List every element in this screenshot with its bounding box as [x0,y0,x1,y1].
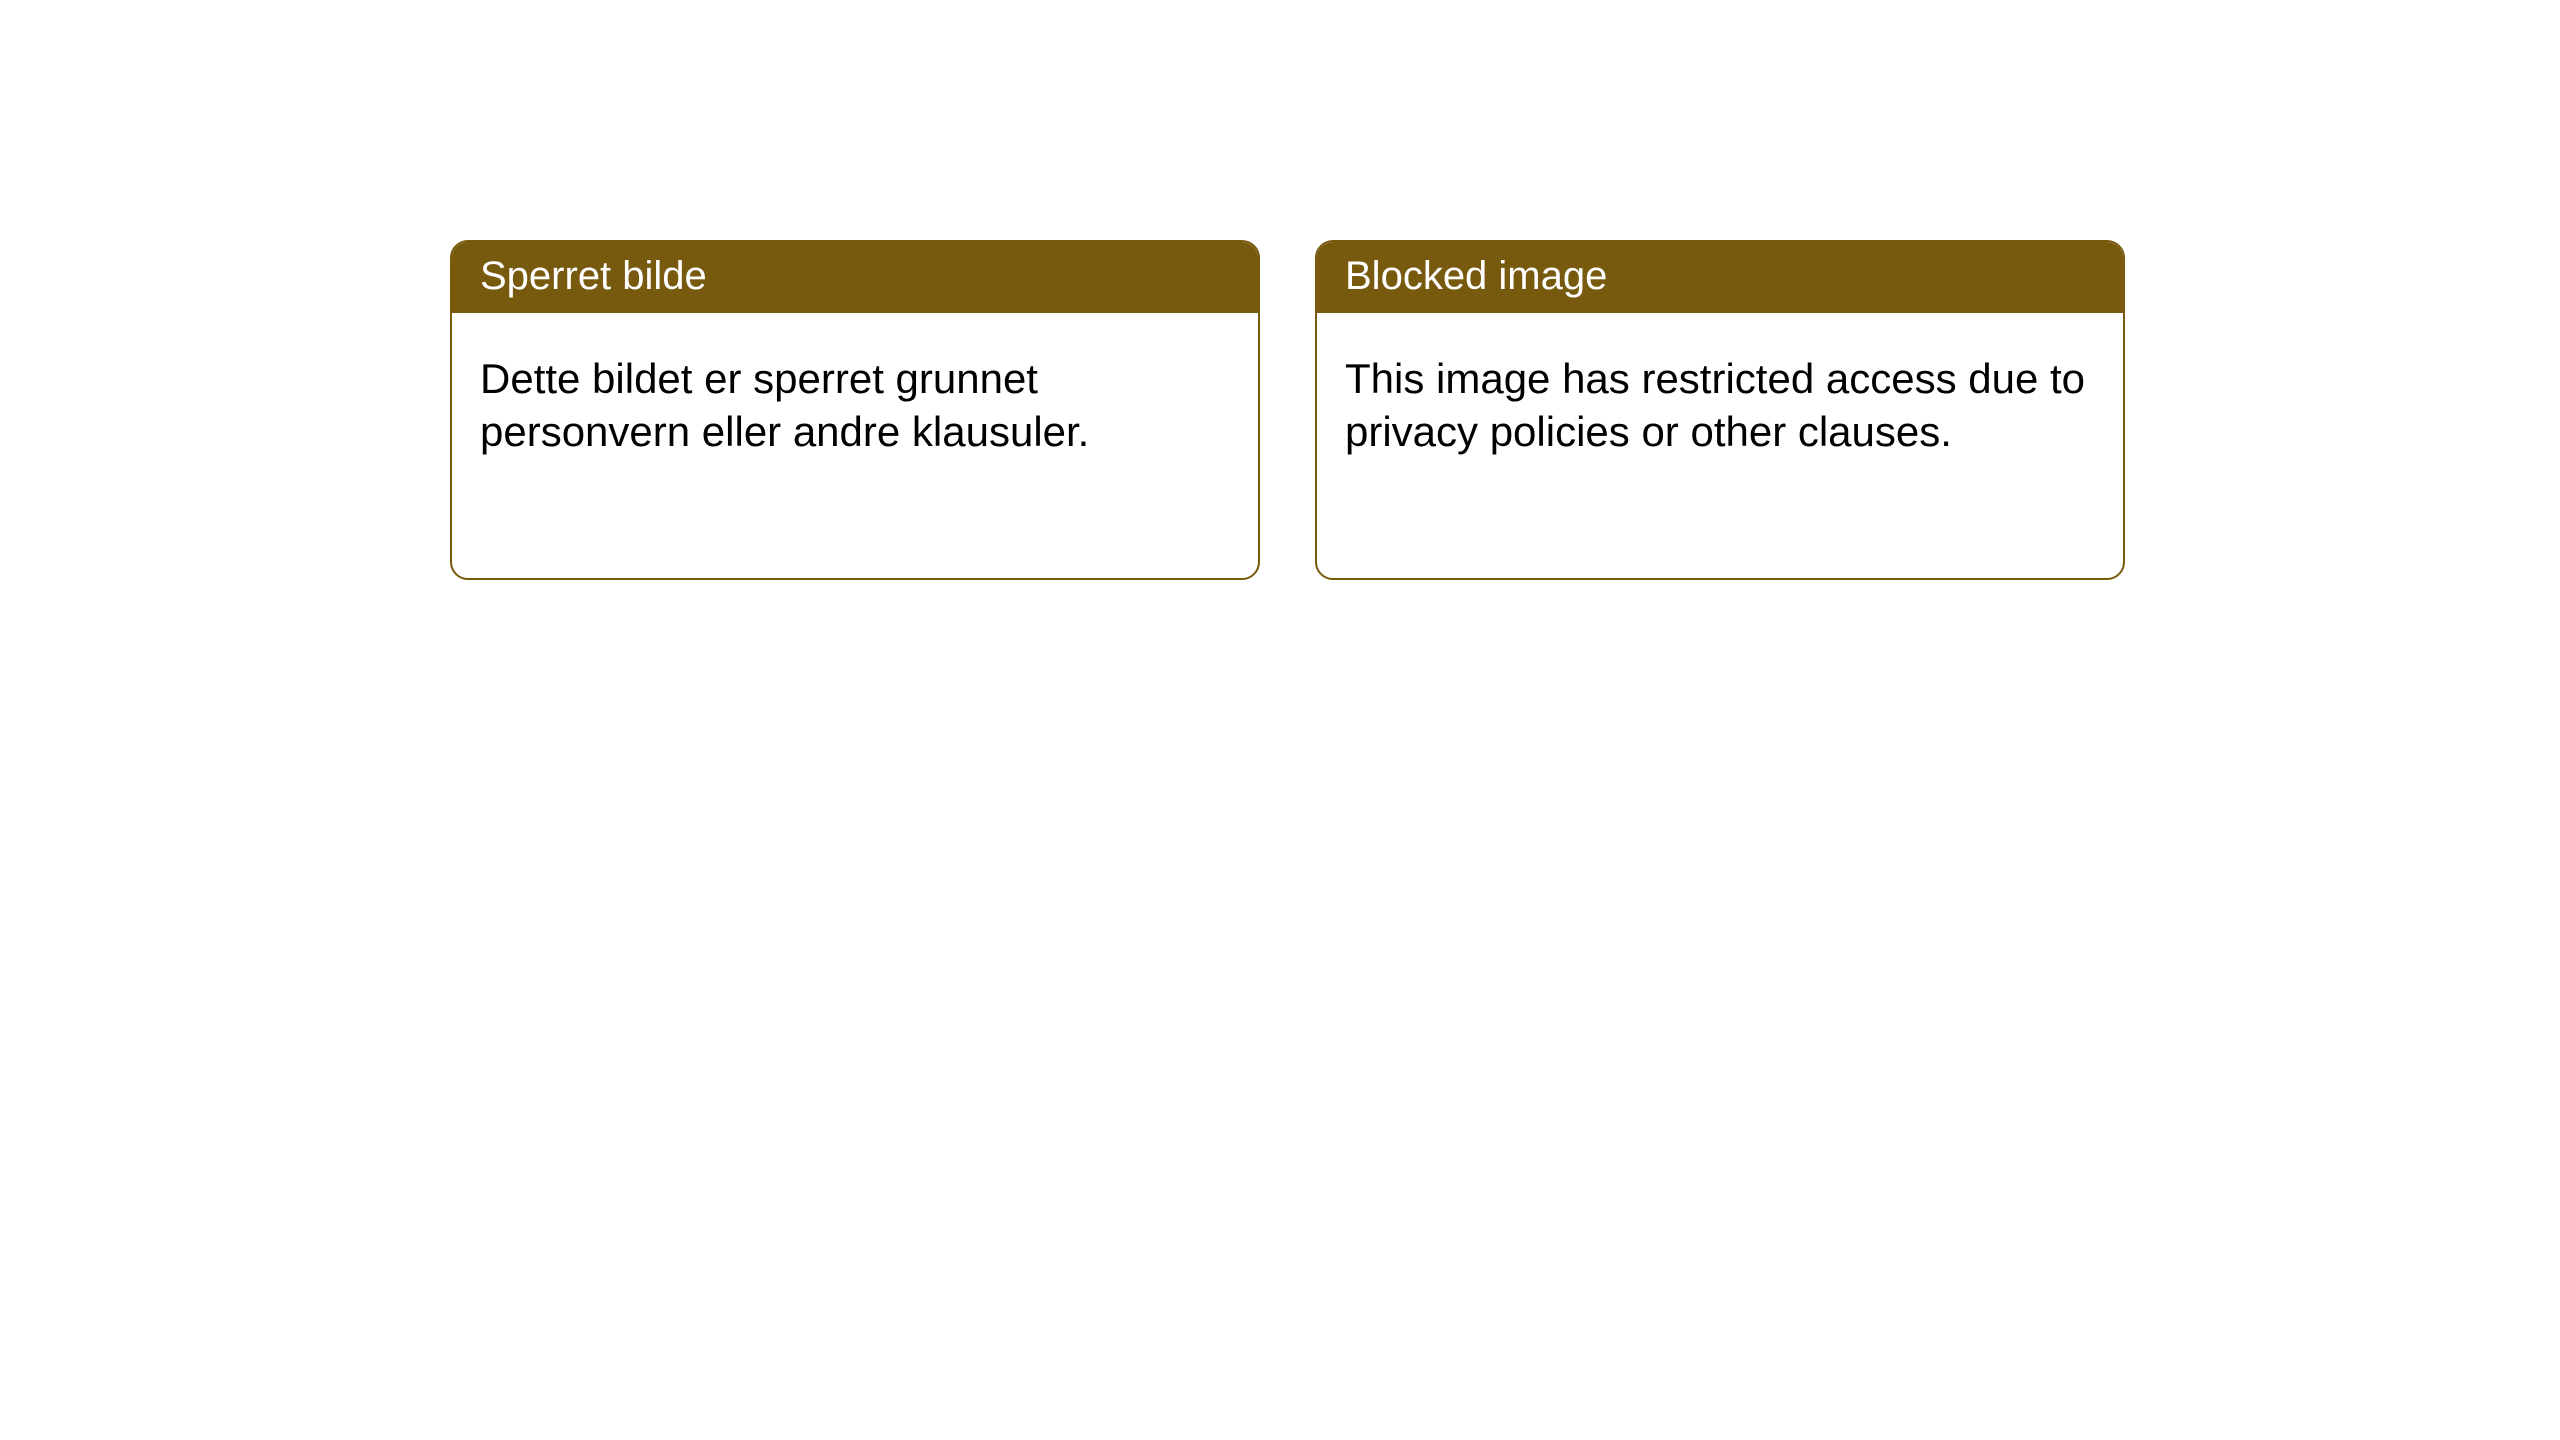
notice-card-header: Blocked image [1317,242,2123,313]
notice-card-header: Sperret bilde [452,242,1258,313]
notice-card-title: Blocked image [1345,254,1607,298]
notice-card-body-text: Dette bildet er sperret grunnet personve… [480,355,1089,455]
notice-card-english: Blocked image This image has restricted … [1315,240,2125,580]
notice-card-title: Sperret bilde [480,254,707,298]
notice-cards-container: Sperret bilde Dette bildet er sperret gr… [450,240,2125,580]
notice-card-body: This image has restricted access due to … [1317,313,2123,486]
notice-card-norwegian: Sperret bilde Dette bildet er sperret gr… [450,240,1260,580]
notice-card-body: Dette bildet er sperret grunnet personve… [452,313,1258,486]
notice-card-body-text: This image has restricted access due to … [1345,355,2085,455]
